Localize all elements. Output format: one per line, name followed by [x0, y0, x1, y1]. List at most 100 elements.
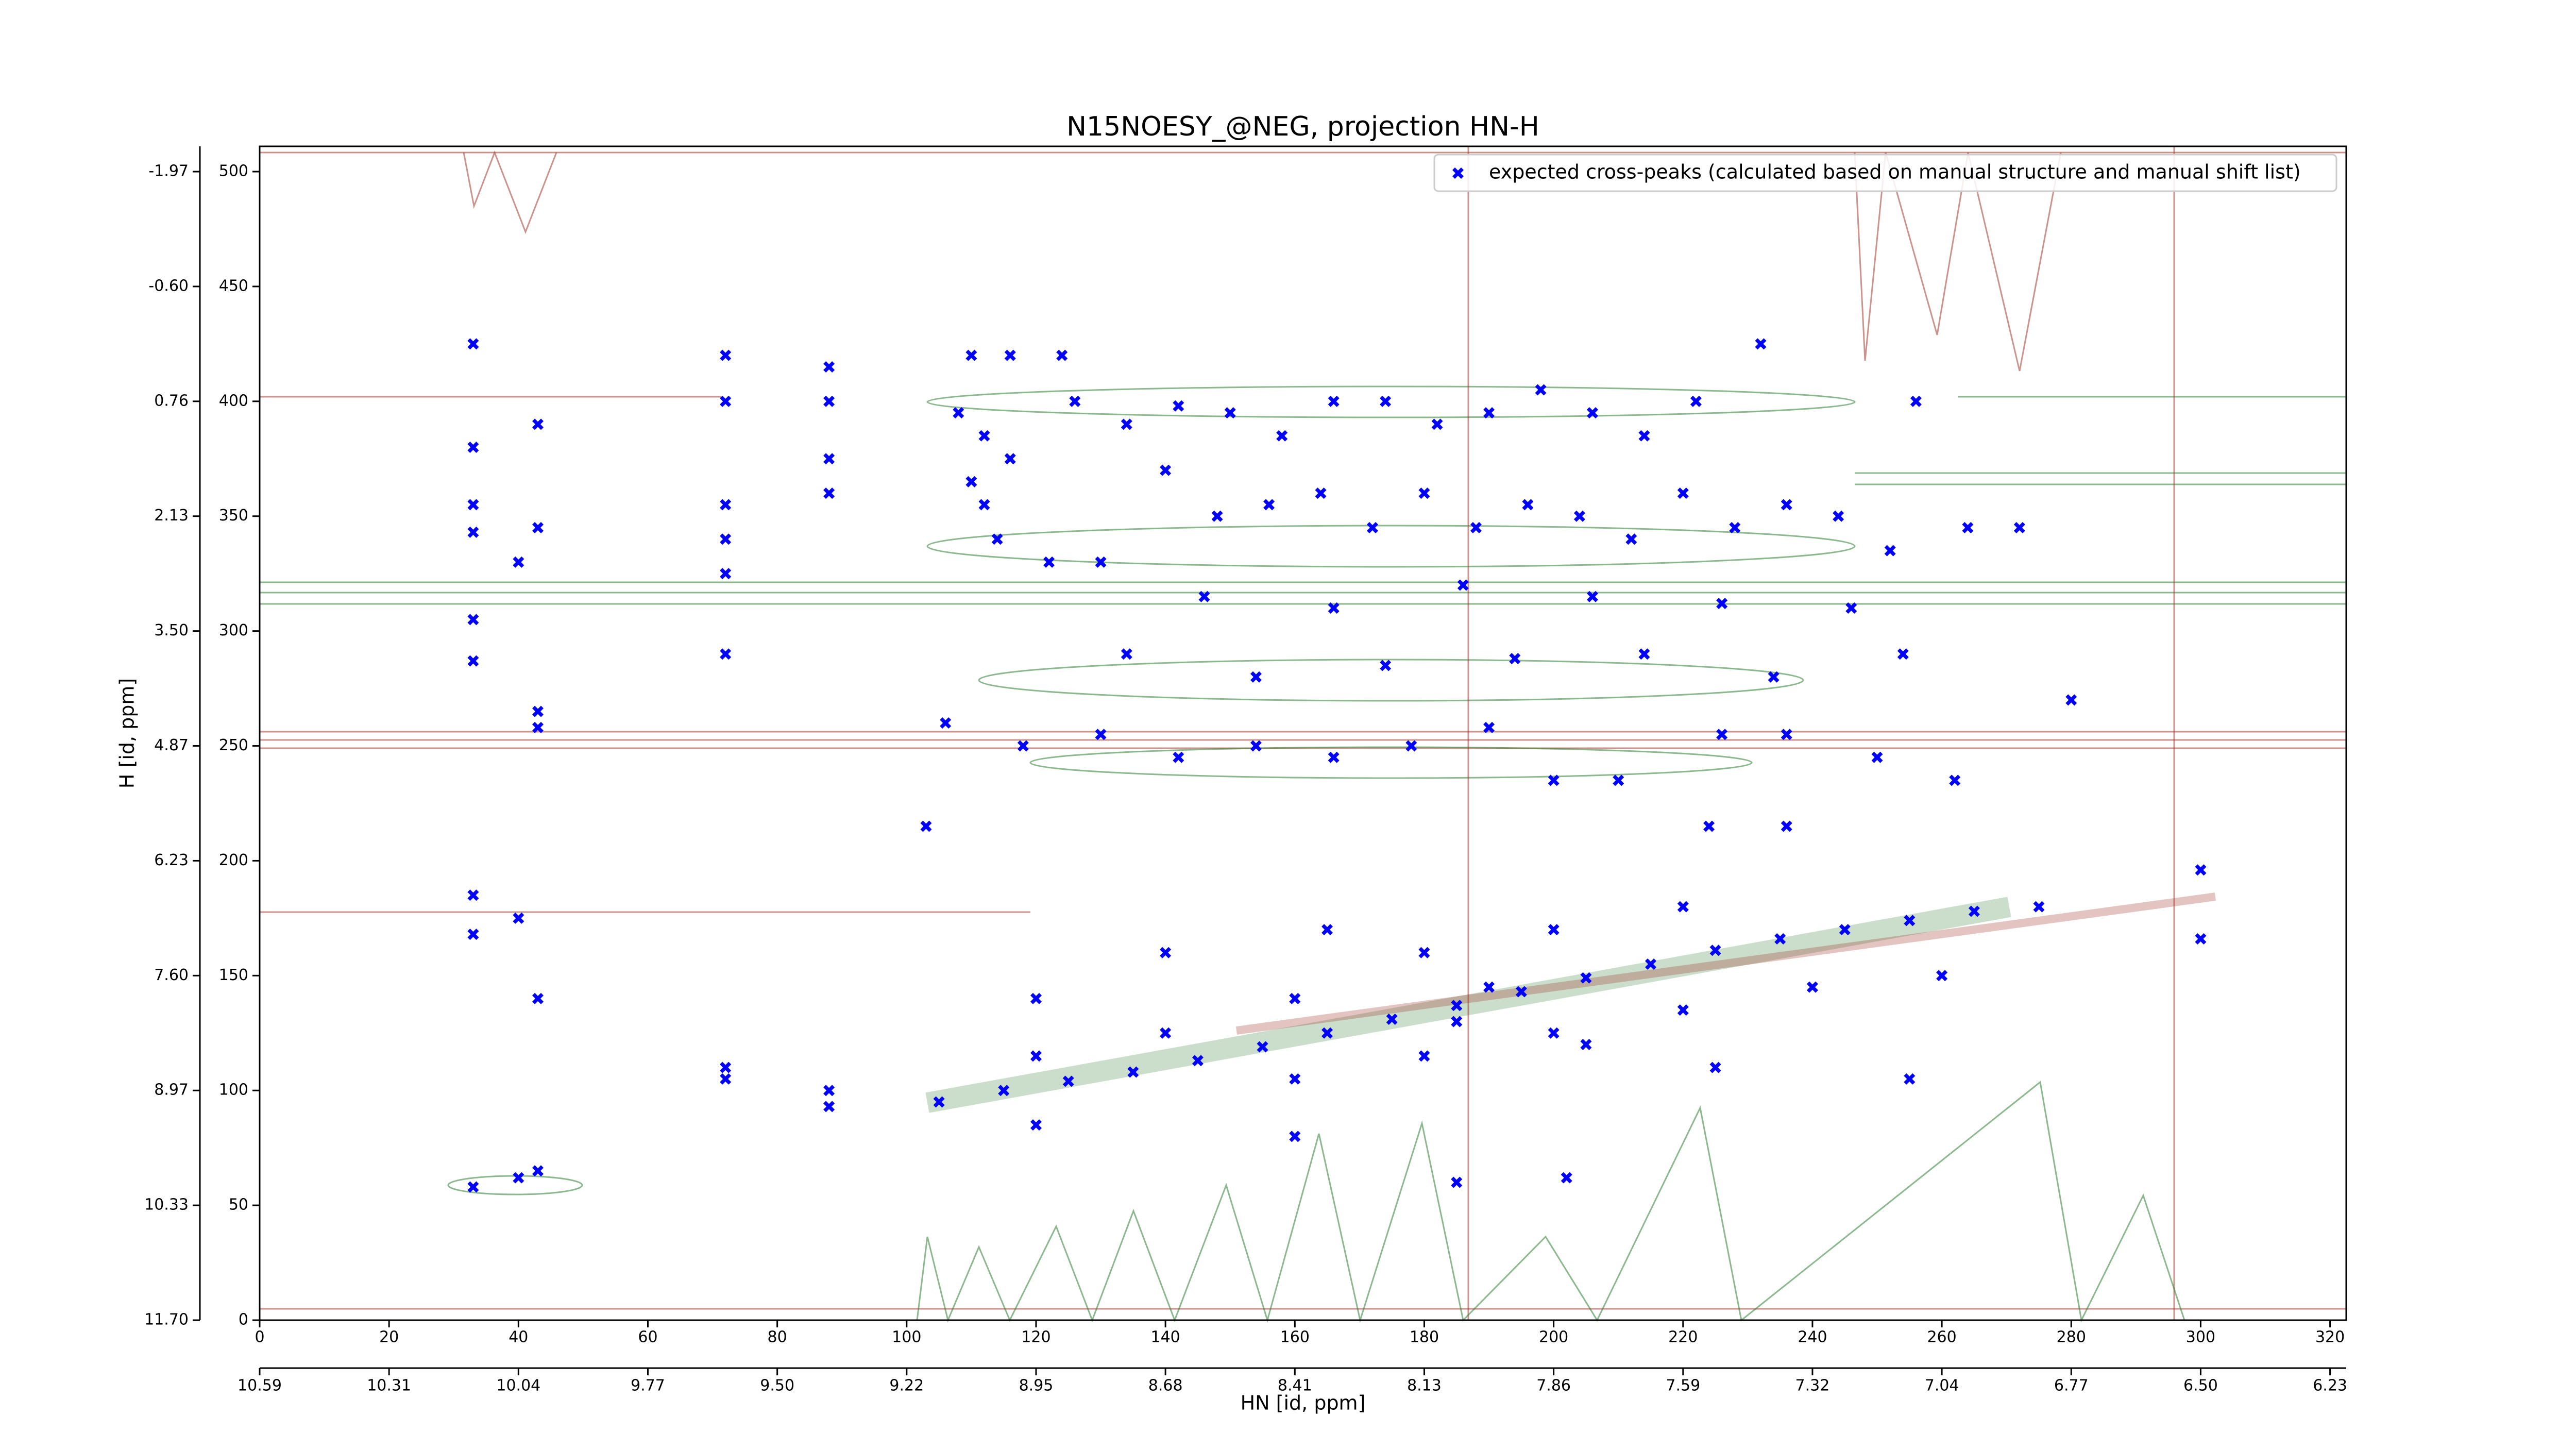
x-tick-label: 140: [1151, 1328, 1180, 1346]
x2-tick-label: 7.32: [1795, 1377, 1830, 1395]
legend-marker: [1452, 167, 1464, 179]
cross-peak-marker: [1522, 499, 1534, 511]
cross-peak-marker: [940, 717, 952, 729]
x2-tick-label: 8.41: [1278, 1377, 1312, 1395]
cross-peak-marker: [1774, 933, 1786, 945]
cross-peak-marker: [1509, 653, 1521, 665]
cross-peak-marker: [1276, 430, 1288, 442]
plot-frame: [259, 145, 2347, 1321]
x-tick-label: 20: [379, 1328, 399, 1346]
cross-peak-marker: [1030, 992, 1042, 1004]
cross-peak-marker: [1328, 751, 1340, 763]
y2-tick-label: 7.60: [154, 966, 189, 984]
cross-peak-marker: [1839, 924, 1851, 936]
cross-peak-marker: [2033, 901, 2045, 913]
x-tick-label: 300: [2186, 1328, 2215, 1346]
cross-peak-marker: [920, 820, 932, 832]
y-tick-label: 450: [219, 277, 248, 295]
cross-peak-marker: [823, 395, 835, 407]
cross-peak-marker: [1160, 464, 1172, 476]
cross-peak-marker: [1548, 774, 1560, 786]
x2-tick-label: 10.04: [496, 1377, 540, 1395]
cross-peak-marker: [1561, 1172, 1572, 1184]
cross-peak-marker: [1328, 602, 1340, 614]
cross-peak-marker: [1380, 395, 1392, 407]
y-tick-label: 400: [219, 392, 248, 410]
y-tick-label: 0: [239, 1311, 248, 1329]
cross-peak-marker: [1386, 1014, 1398, 1025]
cross-peak-marker: [1573, 510, 1585, 522]
x-tick-label: 40: [509, 1328, 528, 1346]
cross-peak-marker: [720, 568, 732, 580]
cross-peak-marker: [1690, 395, 1702, 407]
cross-peak-marker: [1962, 522, 1974, 534]
cross-peak-marker: [1211, 510, 1223, 522]
y2-tick-label: 6.23: [154, 851, 189, 869]
cross-peak-marker: [1806, 981, 1818, 993]
y2-tick-label: 4.87: [154, 736, 189, 754]
cross-peak-marker: [991, 533, 1003, 545]
cross-peak-marker: [1625, 533, 1637, 545]
cross-peak-marker: [1483, 721, 1495, 733]
cross-peak-marker: [467, 338, 479, 350]
cross-peak-marker: [532, 1165, 544, 1177]
cross-peak-marker: [1315, 487, 1327, 499]
cross-peak-marker: [2195, 933, 2207, 945]
x2-tick-label: 8.95: [1019, 1377, 1054, 1395]
cross-peak-marker: [720, 648, 732, 660]
cross-peak-marker: [1121, 418, 1132, 430]
cross-peak-marker: [1069, 395, 1081, 407]
cross-peak-marker: [1328, 395, 1340, 407]
cross-peak-marker: [513, 1172, 524, 1184]
x2-tick-label: 7.04: [1925, 1377, 1959, 1395]
y-tick-label: 100: [219, 1081, 248, 1099]
x-axis-label: HN [id, ppm]: [1241, 1392, 1366, 1414]
cross-peak-marker: [1043, 556, 1055, 568]
cross-peak-marker: [720, 1062, 732, 1073]
x2-tick-label: 6.23: [2313, 1377, 2347, 1395]
cross-peak-marker: [1845, 602, 1857, 614]
cross-peak-marker: [1289, 992, 1301, 1004]
cross-peak-marker: [1289, 1131, 1301, 1142]
contour-decoration: [260, 146, 2346, 1323]
y-tick-label: 350: [219, 507, 248, 525]
y2-tick-label: -1.97: [148, 162, 189, 180]
cross-peak-marker: [1709, 1062, 1721, 1073]
cross-peak-marker: [1781, 820, 1792, 832]
x-tick-label: 280: [2057, 1328, 2086, 1346]
x-tick-label: 180: [1410, 1328, 1439, 1346]
cross-peak-marker: [1127, 1066, 1139, 1078]
cross-peak-marker: [532, 721, 544, 733]
cross-peak-marker: [1198, 591, 1210, 602]
legend-label: expected cross-peaks (calculated based o…: [1489, 161, 2301, 183]
cross-peak-marker: [1380, 660, 1392, 671]
x-tick-label: 160: [1280, 1328, 1310, 1346]
x2-tick-label: 8.13: [1407, 1377, 1442, 1395]
cross-peak-marker: [1833, 510, 1844, 522]
cross-peak-marker: [1418, 487, 1430, 499]
x-tick-label: 100: [892, 1328, 921, 1346]
cross-peak-marker: [1030, 1119, 1042, 1131]
x-tick-label: 260: [1927, 1328, 1956, 1346]
cross-peak-marker: [823, 1085, 835, 1097]
cross-peak-marker: [1405, 740, 1417, 752]
cross-peak-marker: [1224, 407, 1236, 419]
cross-peak-marker: [720, 533, 732, 545]
x-tick-label: 120: [1021, 1328, 1050, 1346]
cross-peak-marker: [1515, 986, 1527, 998]
cross-peak-marker: [720, 395, 732, 407]
x2-tick-label: 10.59: [238, 1377, 282, 1395]
y2-tick-label: 8.97: [154, 1081, 189, 1099]
cross-peak-marker: [1904, 915, 1916, 926]
cross-peak-marker: [1949, 774, 1961, 786]
cross-peak-marker: [1160, 947, 1172, 958]
cross-peak-marker: [1645, 958, 1656, 970]
cross-peak-marker: [467, 1181, 479, 1193]
cross-peak-marker: [532, 418, 544, 430]
cross-peak-marker: [1470, 522, 1482, 534]
cross-peak-marker: [1451, 1176, 1463, 1188]
cross-peak-marker: [1017, 740, 1029, 752]
cross-peak-marker: [1884, 545, 1896, 557]
legend: expected cross-peaks (calculated based o…: [1433, 154, 2337, 192]
cross-peak-marker: [1613, 774, 1624, 786]
